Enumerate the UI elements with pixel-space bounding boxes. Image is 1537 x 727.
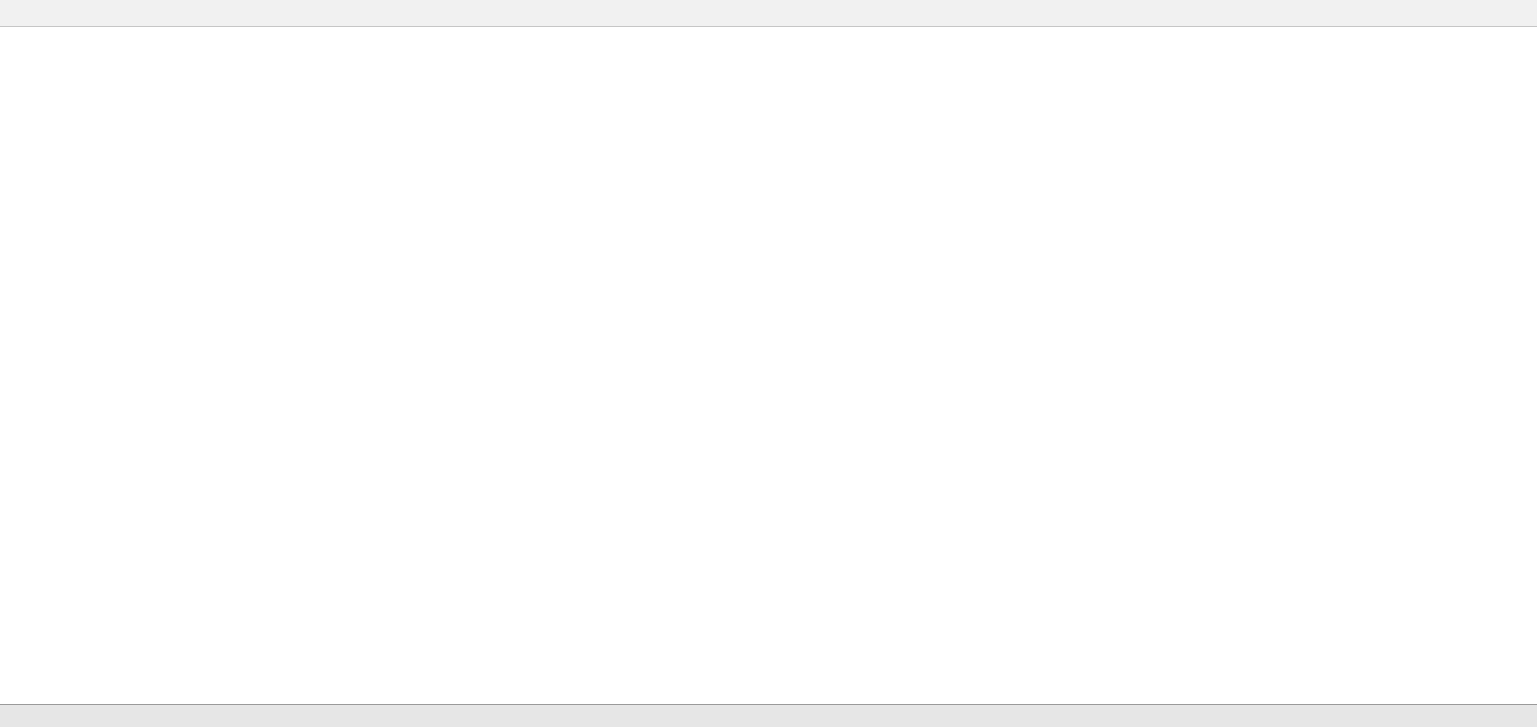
price-chart[interactable] — [0, 27, 1537, 704]
chart-tabs-bar — [0, 704, 1537, 727]
timeframe-toolbar — [0, 0, 1537, 27]
chart-window — [0, 27, 1537, 704]
